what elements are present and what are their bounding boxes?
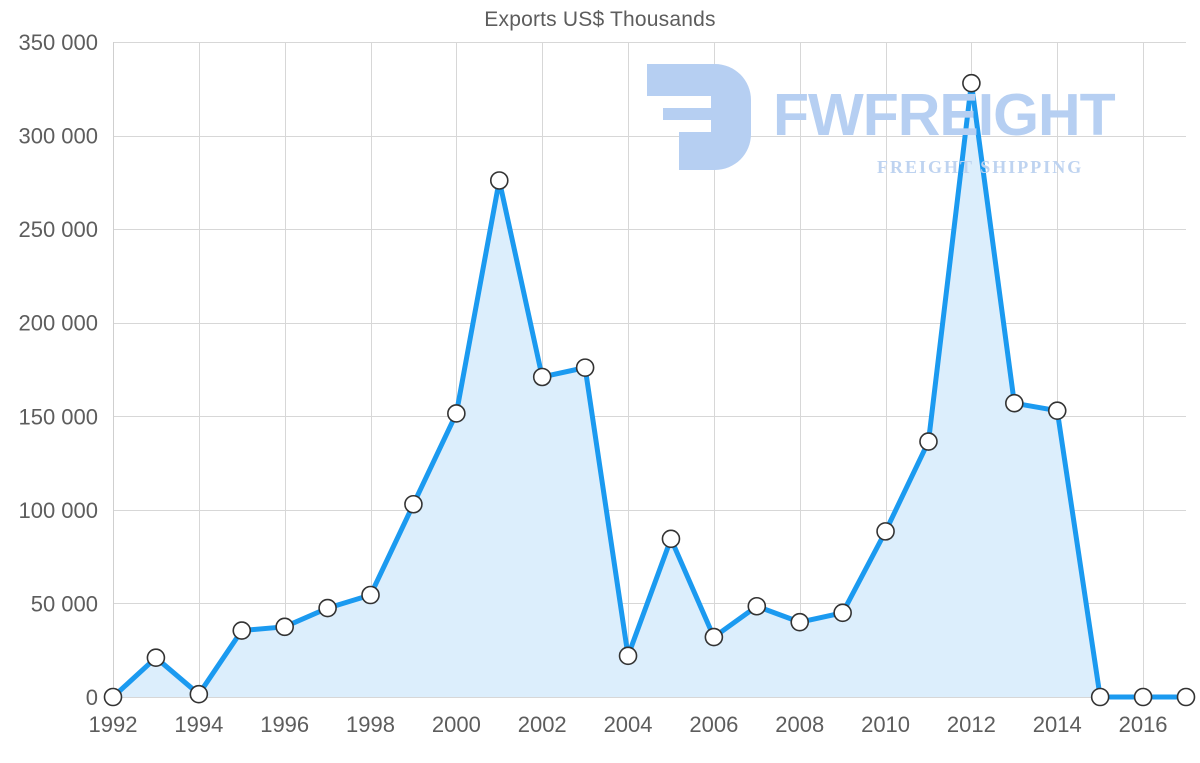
data-point-marker[interactable]: 2010: 88500 xyxy=(876,522,895,541)
data-point-marker[interactable]: 2000: 151500 xyxy=(447,404,466,423)
x-axis-tick-label: 2016 xyxy=(1119,712,1168,737)
data-point-marker[interactable]: 2014: 153000 xyxy=(1047,401,1067,420)
data-point-marker[interactable]: 2006: 32000 xyxy=(704,627,724,647)
x-axis-tick-label: 1994 xyxy=(174,712,223,737)
series-area-exports xyxy=(113,83,1186,698)
data-point-marker[interactable]: 2003: 176000 xyxy=(575,358,595,377)
y-axis-tick-label: 200 000 xyxy=(18,311,98,336)
data-point-marker[interactable]: 2011: 136500 xyxy=(919,432,938,451)
data-point-marker[interactable]: 2001: 276000 xyxy=(489,171,509,190)
chart-title: Exports US$ Thousands xyxy=(484,8,716,31)
y-axis-tick-label: 0 xyxy=(86,685,98,710)
x-axis-tick-label: 1998 xyxy=(346,712,395,737)
x-axis-tick-label: 2004 xyxy=(604,712,653,737)
data-point-marker[interactable]: 1993: 21000 xyxy=(146,648,166,668)
x-axis-tick-label: 1996 xyxy=(260,712,309,737)
y-axis-tick-label: 250 000 xyxy=(18,217,98,242)
data-point-marker[interactable]: 2016: 0 xyxy=(1133,687,1153,707)
y-axis-tick-label: 150 000 xyxy=(18,404,98,429)
y-axis-tick-label: 50 000 xyxy=(31,591,98,616)
y-axis-tick-labels: 0 50 000 100 000 150 000 200 000 250 000 300 0… xyxy=(18,30,98,710)
data-point-marker[interactable]: 2007: 48500 xyxy=(747,596,767,616)
data-point-marker[interactable]: 2013: 157000 xyxy=(1005,393,1024,413)
data-point-marker[interactable]: 1995: 35500 xyxy=(232,621,252,640)
x-axis-tick-labels: 1992 1994 1996 1998 2000 2002 2004 2006 2008 2010… xyxy=(89,712,1168,737)
data-point-marker[interactable]: 2009: 45000 xyxy=(833,603,852,623)
data-point-marker[interactable]: 1996: 37500 xyxy=(275,617,294,637)
y-axis-tick-label: 100 000 xyxy=(18,498,98,523)
data-point-marker[interactable]: 2005: 84500 xyxy=(661,529,681,549)
x-axis-tick-label: 2000 xyxy=(432,712,481,737)
data-point-marker[interactable]: 2008: 40000 xyxy=(790,612,810,632)
data-point-marker[interactable]: 1998: 54500 xyxy=(361,585,380,605)
data-point-marker[interactable]: 1992: 0 xyxy=(103,687,123,707)
x-axis-tick-label: 2014 xyxy=(1033,712,1082,737)
y-axis-tick-label: 300 000 xyxy=(18,124,98,149)
data-point-marker[interactable]: 2015: 0 xyxy=(1090,687,1110,707)
x-axis-tick-label: 2006 xyxy=(689,712,738,737)
area-fill xyxy=(113,83,1186,698)
x-axis-tick-label: 2008 xyxy=(775,712,824,737)
x-axis-tick-label: 2012 xyxy=(947,712,996,737)
data-point-marker[interactable]: 2017: 0 xyxy=(1176,687,1196,707)
data-point-marker[interactable]: 2002: 171000 xyxy=(532,367,552,387)
data-point-marker[interactable]: 2004: 22000 xyxy=(618,646,638,666)
x-axis-tick-label: 2010 xyxy=(861,712,910,737)
data-point-marker[interactable]: 1999: 103000 xyxy=(404,494,423,514)
data-point-marker[interactable]: 1997: 47500 xyxy=(318,598,337,618)
x-axis-tick-label: 2002 xyxy=(518,712,567,737)
y-axis-tick-label: 350 000 xyxy=(18,30,98,55)
data-point-marker[interactable]: 2012: 328000 xyxy=(962,73,981,93)
x-axis-tick-label: 1992 xyxy=(89,712,138,737)
